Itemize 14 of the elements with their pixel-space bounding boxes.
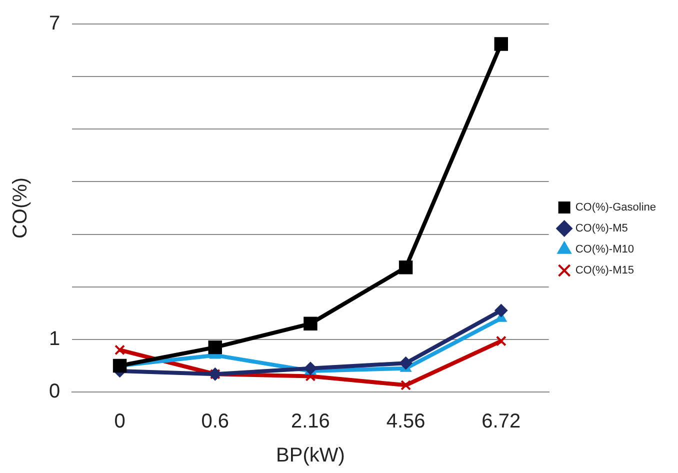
x-tick-label: 0 xyxy=(114,410,126,433)
legend-label: CO(%)-M15 xyxy=(575,264,634,277)
legend-label: CO(%)-Gasoline xyxy=(575,202,656,214)
x-tick-label: 6.72 xyxy=(482,410,521,433)
legend-label: CO(%)-M5 xyxy=(575,222,628,235)
legend-label: CO(%)-M10 xyxy=(575,244,634,256)
y-tick-label: 7 xyxy=(49,12,60,35)
y-tick-label: 0 xyxy=(49,380,60,403)
y-tick-label: 1 xyxy=(49,328,60,350)
x-axis-title: BP(kW) xyxy=(276,444,345,467)
x-tick-label: 0.6 xyxy=(201,410,230,433)
y-axis-title: CO(%) xyxy=(10,177,32,239)
x-tick-label: 4.56 xyxy=(386,410,426,433)
x-tick-label: 2.16 xyxy=(291,410,330,433)
